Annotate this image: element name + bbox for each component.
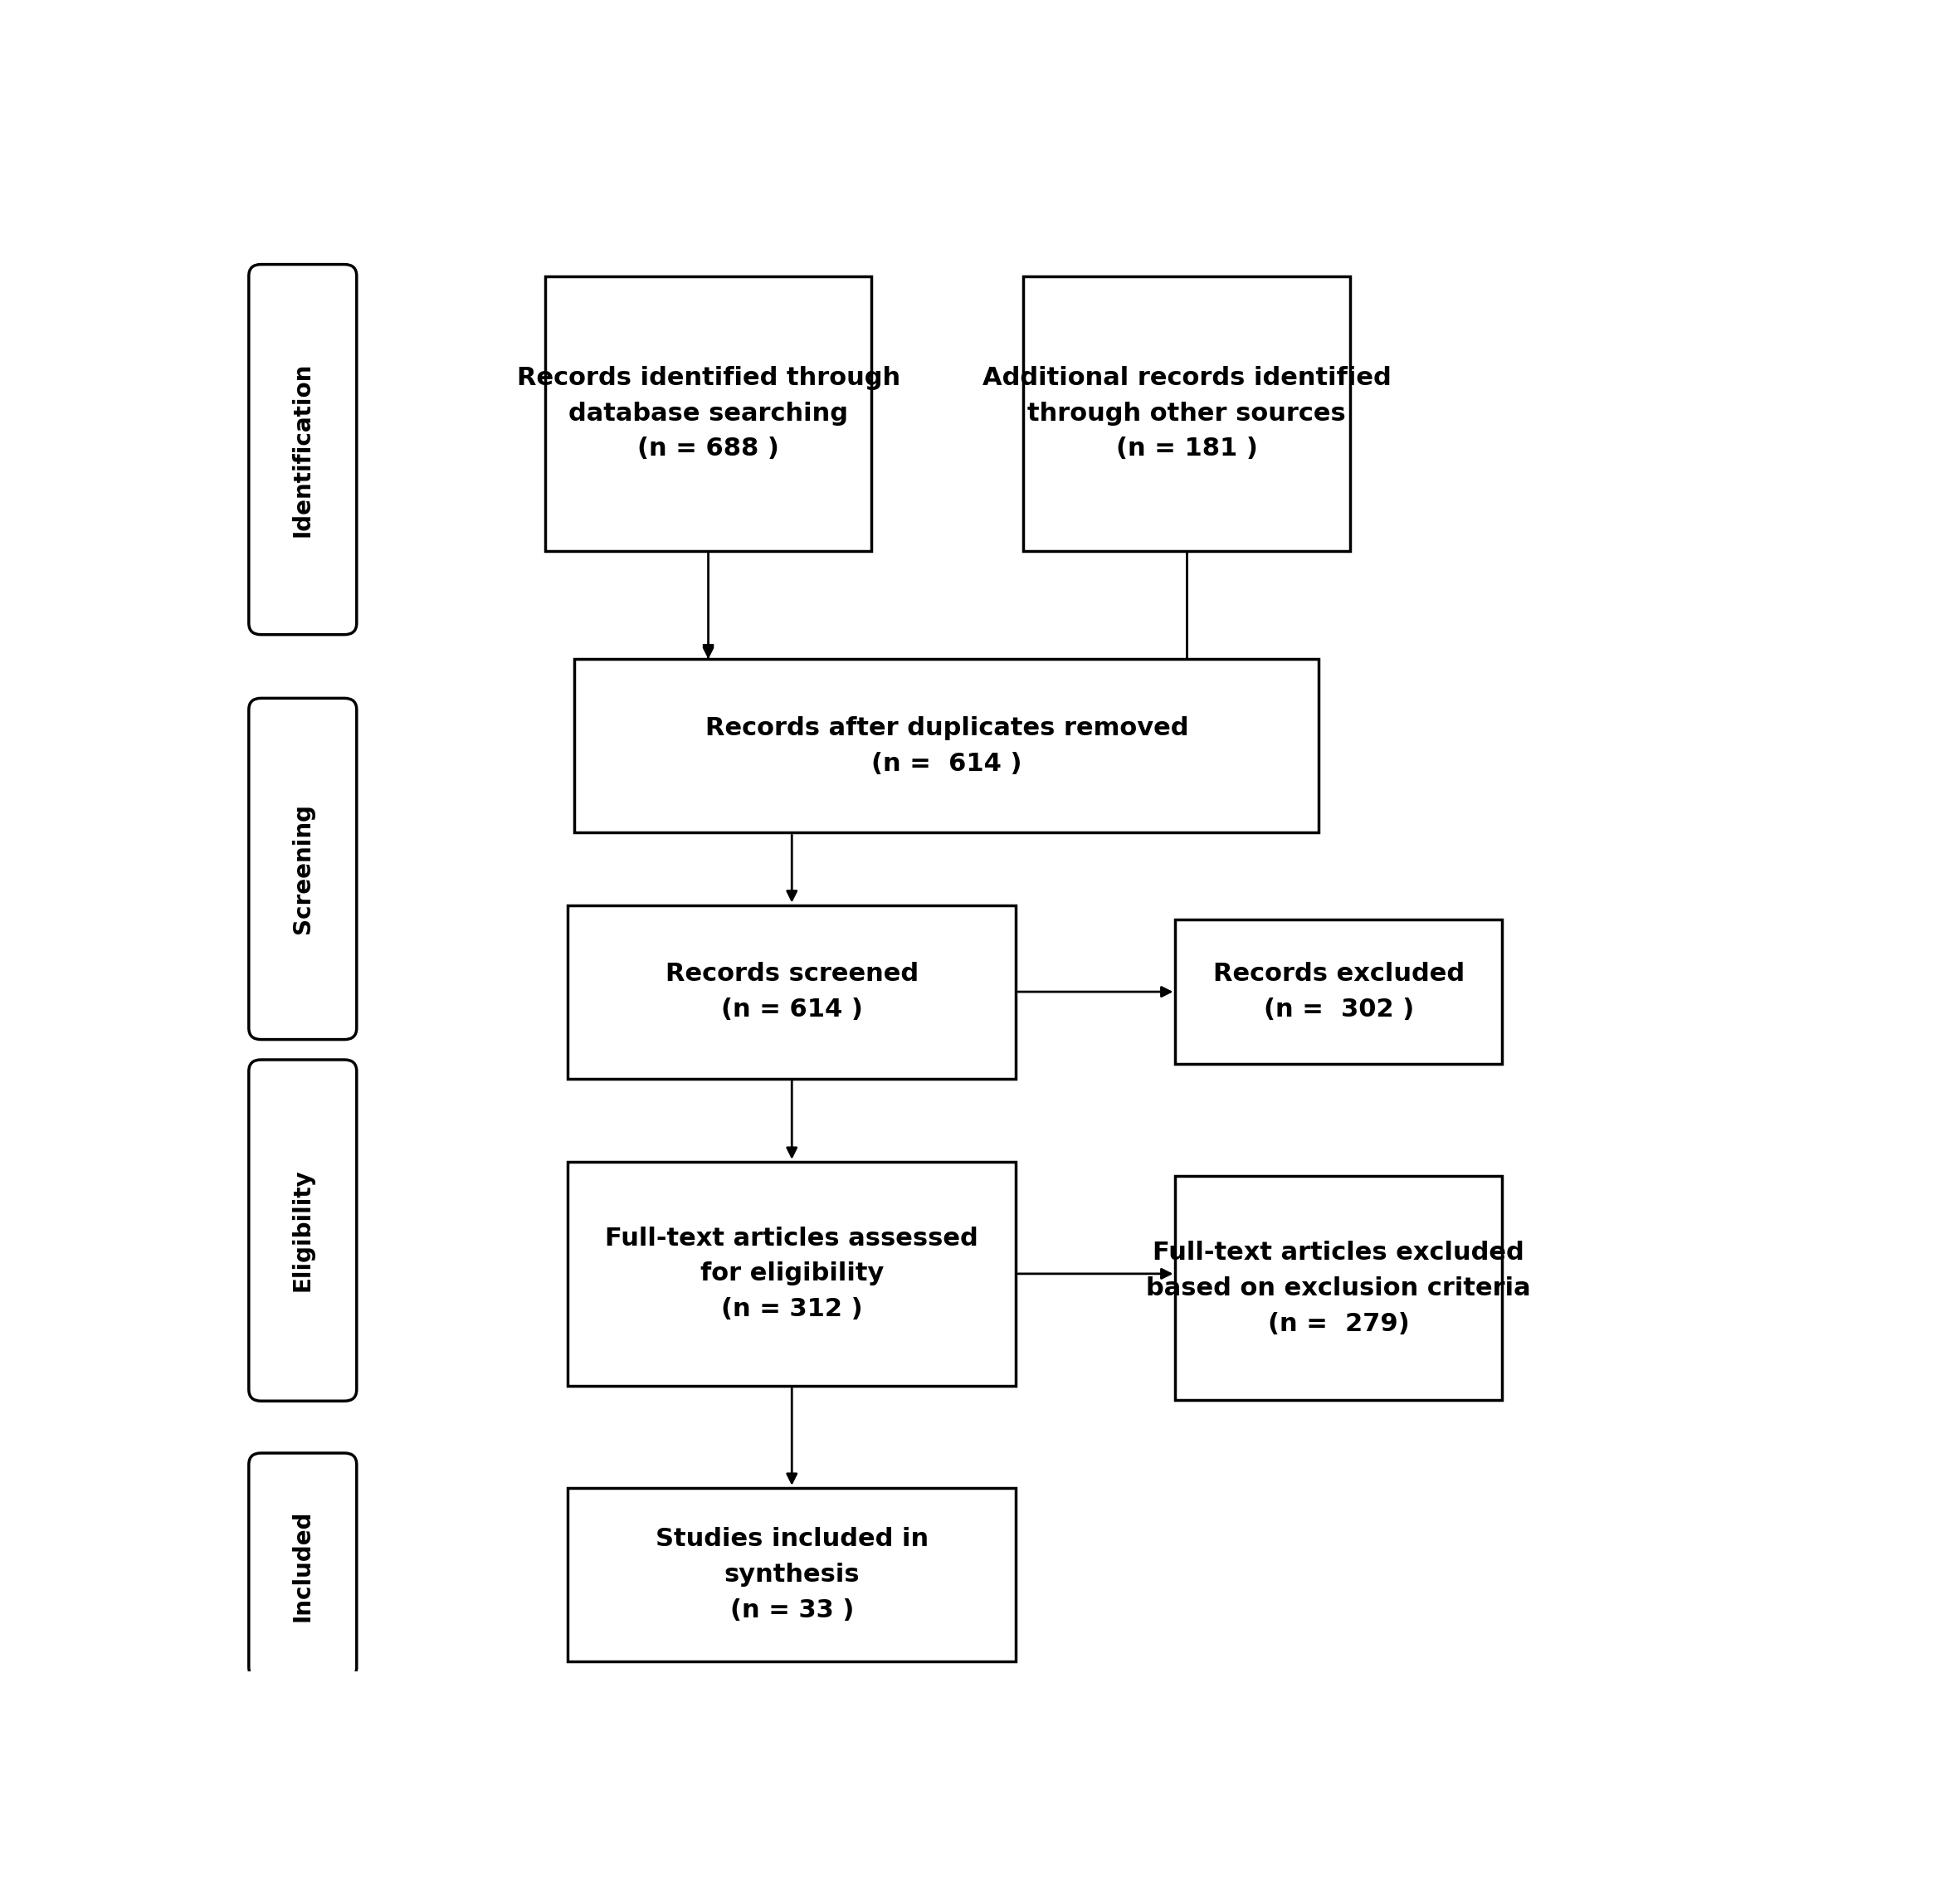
FancyBboxPatch shape <box>1023 276 1350 550</box>
Text: Records after duplicates removed
(n =  614 ): Records after duplicates removed (n = 61… <box>706 716 1188 776</box>
Text: Records identified through
database searching
(n = 688 ): Records identified through database sear… <box>517 366 900 460</box>
FancyBboxPatch shape <box>568 1487 1015 1662</box>
FancyBboxPatch shape <box>249 265 357 635</box>
FancyBboxPatch shape <box>249 1059 357 1401</box>
Text: Identification: Identification <box>292 362 314 537</box>
Text: Included: Included <box>292 1510 314 1623</box>
Text: Records excluded
(n =  302 ): Records excluded (n = 302 ) <box>1213 962 1464 1022</box>
FancyBboxPatch shape <box>249 699 357 1040</box>
Text: Studies included in
synthesis
(n = 33 ): Studies included in synthesis (n = 33 ) <box>655 1527 929 1623</box>
Text: Additional records identified
through other sources
(n = 181 ): Additional records identified through ot… <box>982 366 1392 460</box>
Text: Full-text articles assessed
for eligibility
(n = 312 ): Full-text articles assessed for eligibil… <box>606 1226 978 1322</box>
Text: Eligibility: Eligibility <box>292 1170 314 1292</box>
Text: Full-text articles excluded
based on exclusion criteria
(n =  279): Full-text articles excluded based on exc… <box>1147 1241 1531 1335</box>
FancyBboxPatch shape <box>545 276 872 550</box>
FancyBboxPatch shape <box>1176 1176 1501 1401</box>
Text: Screening: Screening <box>292 804 314 933</box>
FancyBboxPatch shape <box>1176 920 1501 1065</box>
FancyBboxPatch shape <box>568 905 1015 1078</box>
FancyBboxPatch shape <box>249 1454 357 1679</box>
FancyBboxPatch shape <box>574 659 1319 832</box>
FancyBboxPatch shape <box>568 1162 1015 1386</box>
Text: Records screened
(n = 614 ): Records screened (n = 614 ) <box>664 962 919 1022</box>
